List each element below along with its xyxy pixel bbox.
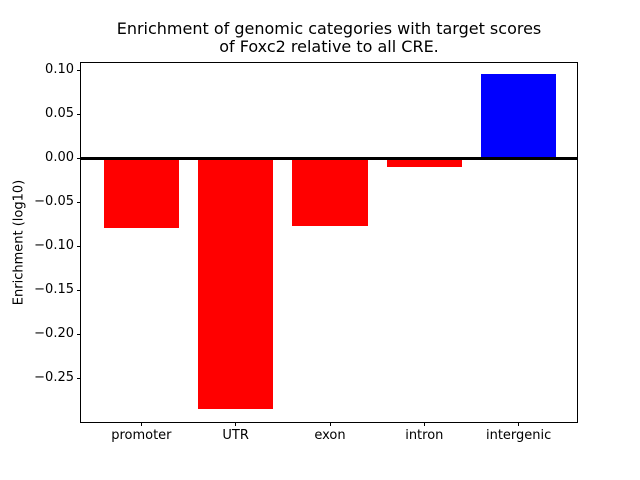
y-tick-mark — [77, 113, 81, 115]
y-axis-label: Enrichment (log10) — [11, 179, 27, 306]
y-tick-label: 0.00 — [45, 150, 74, 166]
bar-intron — [386, 158, 463, 167]
x-tick-mark — [235, 422, 237, 426]
y-tick-mark — [77, 333, 81, 335]
y-tick-label: −0.10 — [34, 238, 74, 254]
x-tick-mark — [329, 422, 331, 426]
bar-UTR — [197, 158, 274, 410]
y-tick-mark — [77, 157, 81, 159]
x-tick-label-UTR: UTR — [222, 428, 249, 443]
chart-title-line-1: Enrichment of genomic categories with ta… — [116, 19, 542, 38]
x-tick-label-intron: intron — [405, 428, 444, 443]
x-tick-label-intergenic: intergenic — [485, 428, 552, 443]
y-tick-label: 0.05 — [45, 106, 74, 122]
y-tick-label: −0.15 — [34, 282, 74, 298]
y-tick-label: −0.05 — [34, 194, 74, 210]
zero-line — [81, 156, 577, 160]
x-tick-label-promoter: promoter — [111, 428, 172, 443]
x-tick-mark — [140, 422, 142, 426]
plot-area: 0.10 0.05 0.00 −0.05 −0.10 −0.15 −0.20 −0.25 pro… — [34, 62, 578, 443]
y-tick-label: 0.10 — [45, 62, 74, 78]
y-tick-mark — [77, 289, 81, 291]
y-tick-mark — [77, 377, 81, 379]
y-tick-label: −0.25 — [34, 370, 74, 386]
x-tick-label-exon: exon — [314, 428, 346, 443]
chart-title: Enrichment of genomic categories with ta… — [80, 20, 578, 56]
x-tick-mark — [423, 422, 425, 426]
bar-exon — [292, 158, 368, 226]
chart-title-line-2: of Foxc2 relative to all CRE. — [219, 37, 439, 56]
y-tick-mark — [77, 245, 81, 247]
y-tick-label: −0.20 — [34, 326, 74, 342]
y-tick-mark — [77, 201, 81, 203]
x-tick-mark — [518, 422, 520, 426]
y-tick-mark — [77, 69, 81, 71]
bar-promoter — [103, 158, 180, 228]
bar-intergenic — [480, 74, 557, 159]
